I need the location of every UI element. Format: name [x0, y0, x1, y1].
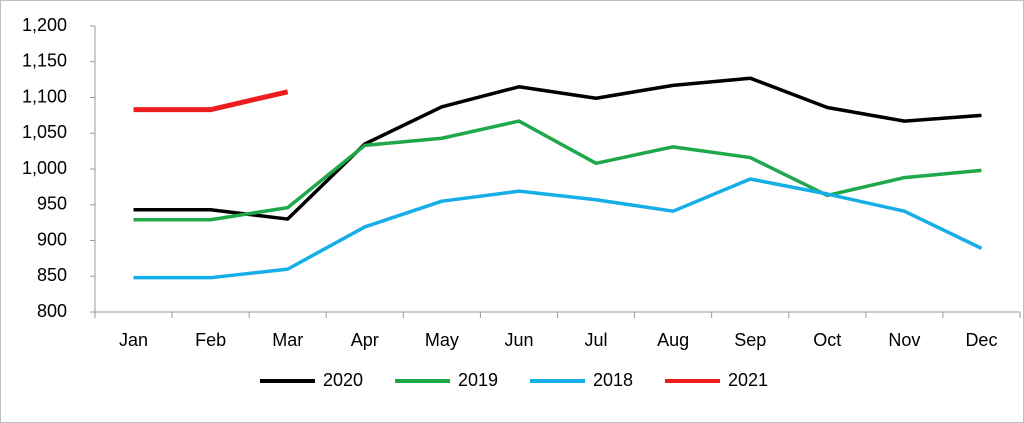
x-tick-label: Mar [272, 330, 303, 350]
y-tick-label: 850 [37, 265, 67, 285]
series-line [133, 177, 983, 280]
x-tick-label: Aug [657, 330, 689, 350]
x-tick-label: Jan [119, 330, 148, 350]
x-tick-label: Sep [734, 330, 766, 350]
x-tick-label: Nov [888, 330, 920, 350]
x-tick-label: Dec [965, 330, 997, 350]
legend-label: 2019 [458, 370, 498, 390]
y-tick-label: 1,150 [22, 51, 67, 71]
y-tick-label: 950 [37, 194, 67, 214]
x-tick-label: Jul [585, 330, 608, 350]
x-tick-label: May [425, 330, 459, 350]
legend-label: 2021 [728, 370, 768, 390]
series-line [133, 89, 289, 113]
series-line [133, 119, 982, 222]
y-tick-label: 800 [37, 301, 67, 321]
y-tick-label: 1,050 [22, 122, 67, 142]
series-line [133, 76, 982, 221]
x-tick-label: Feb [195, 330, 226, 350]
y-tick-label: 1,100 [22, 86, 67, 106]
legend-label: 2018 [593, 370, 633, 390]
x-tick-label: Jun [504, 330, 533, 350]
y-tick-label: 1,000 [22, 158, 67, 178]
y-tick-label: 900 [37, 229, 67, 249]
x-tick-label: Apr [351, 330, 379, 350]
legend-label: 2020 [323, 370, 363, 390]
x-tick-label: Oct [813, 330, 841, 350]
y-tick-label: 1,200 [22, 15, 67, 35]
